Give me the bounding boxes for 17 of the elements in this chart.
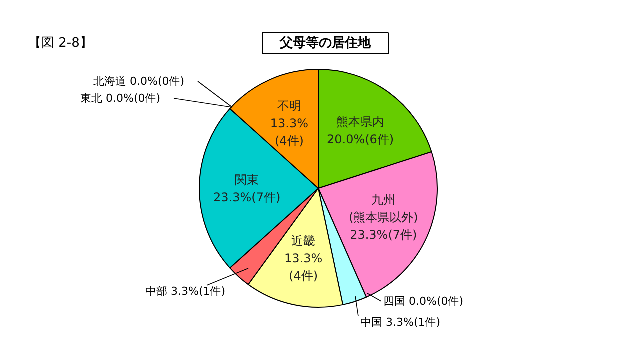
chart-title: 父母等の居住地 [279, 36, 372, 51]
category-label: 北海道 0.0%(0件) [94, 75, 185, 88]
category-label: 東北 0.0%(0件) [80, 92, 161, 105]
legend-label: 四国 0.0%(0件) [384, 295, 464, 308]
slice-label: 中国 3.3%(1件) [360, 316, 441, 329]
slice-label: 中部 3.3%(1件) [146, 285, 226, 298]
slice-label: 熊本県内 [336, 115, 385, 130]
slice-label: 近畿 [292, 234, 316, 248]
slice-label: 不明 [277, 98, 302, 113]
data-label: 13.3% (4件) [270, 116, 309, 148]
slice-label: 関東 [235, 172, 260, 187]
data-label: 20.0%(6件) [326, 132, 394, 147]
data-label: 23.3%(7件) [350, 228, 418, 242]
text: 【図 2-8】 [28, 36, 93, 51]
data-label: 23.3%(7件) [214, 190, 281, 204]
data-label: 13.3% (4件) [284, 251, 323, 283]
slice-label: 九州 (熊本県以外) [348, 193, 418, 225]
